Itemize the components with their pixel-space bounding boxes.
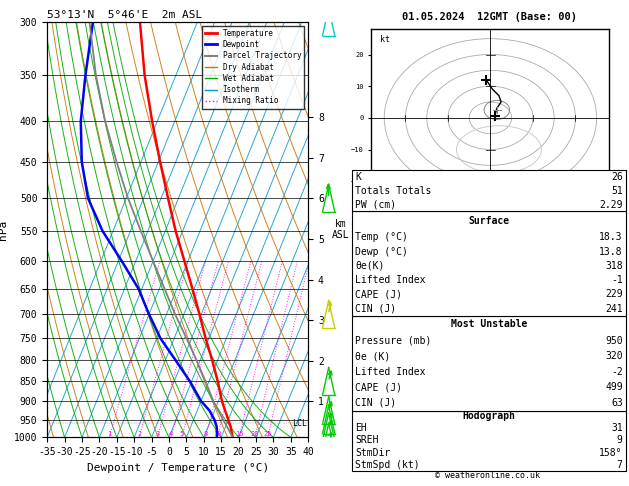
- Text: 7: 7: [617, 460, 623, 470]
- Text: SREH: SREH: [355, 435, 379, 445]
- Text: © weatheronline.co.uk: © weatheronline.co.uk: [435, 471, 540, 480]
- Text: 3: 3: [155, 432, 160, 437]
- Y-axis label: hPa: hPa: [0, 220, 8, 240]
- Text: 499: 499: [605, 382, 623, 392]
- Text: θe(K): θe(K): [355, 261, 385, 271]
- Text: 241: 241: [605, 304, 623, 314]
- Text: 2: 2: [137, 432, 142, 437]
- Text: K: K: [355, 172, 361, 182]
- Text: 5: 5: [180, 432, 184, 437]
- Text: -1: -1: [611, 275, 623, 285]
- Text: 20: 20: [251, 432, 259, 437]
- Text: 63: 63: [611, 398, 623, 408]
- Text: 950: 950: [605, 336, 623, 346]
- Y-axis label: km
ASL: km ASL: [331, 219, 349, 241]
- Text: Totals Totals: Totals Totals: [355, 186, 431, 196]
- Text: Temp (°C): Temp (°C): [355, 232, 408, 243]
- Text: 26: 26: [611, 172, 623, 182]
- Text: CIN (J): CIN (J): [355, 398, 396, 408]
- Text: 1: 1: [108, 432, 111, 437]
- Text: 53°13'N  5°46'E  2m ASL: 53°13'N 5°46'E 2m ASL: [47, 10, 203, 20]
- Text: 51: 51: [611, 186, 623, 196]
- Text: 8: 8: [203, 432, 208, 437]
- Text: CIN (J): CIN (J): [355, 304, 396, 314]
- Text: 320: 320: [605, 351, 623, 361]
- Text: -2: -2: [611, 367, 623, 377]
- Text: 2.29: 2.29: [599, 200, 623, 209]
- Text: 229: 229: [605, 290, 623, 299]
- Text: Pressure (mb): Pressure (mb): [355, 336, 431, 346]
- Text: ®: ®: [496, 170, 503, 180]
- Legend: Temperature, Dewpoint, Parcel Trajectory, Dry Adiabat, Wet Adiabat, Isotherm, Mi: Temperature, Dewpoint, Parcel Trajectory…: [202, 26, 304, 108]
- Text: Surface: Surface: [469, 216, 509, 226]
- Text: Hodograph: Hodograph: [462, 411, 516, 421]
- Text: 318: 318: [605, 261, 623, 271]
- Text: EH: EH: [355, 423, 367, 433]
- Text: LCL: LCL: [292, 419, 307, 428]
- Text: CAPE (J): CAPE (J): [355, 290, 403, 299]
- Text: 4: 4: [169, 432, 173, 437]
- Text: kt: kt: [380, 35, 390, 45]
- Text: Dewp (°C): Dewp (°C): [355, 246, 408, 257]
- Text: 13.8: 13.8: [599, 246, 623, 257]
- Text: 15: 15: [235, 432, 243, 437]
- Text: StmSpd (kt): StmSpd (kt): [355, 460, 420, 470]
- Text: Most Unstable: Most Unstable: [451, 319, 527, 330]
- Text: 01.05.2024  12GMT (Base: 00): 01.05.2024 12GMT (Base: 00): [401, 12, 577, 22]
- Text: StmDir: StmDir: [355, 448, 391, 458]
- Text: PW (cm): PW (cm): [355, 200, 396, 209]
- Text: 31: 31: [611, 423, 623, 433]
- Text: Lifted Index: Lifted Index: [355, 275, 426, 285]
- Text: 10: 10: [213, 432, 221, 437]
- Text: 18.3: 18.3: [599, 232, 623, 243]
- Text: 158°: 158°: [599, 448, 623, 458]
- Text: 25: 25: [264, 432, 272, 437]
- X-axis label: Dewpoint / Temperature (°C): Dewpoint / Temperature (°C): [87, 463, 269, 473]
- Text: CAPE (J): CAPE (J): [355, 382, 403, 392]
- Text: 9: 9: [617, 435, 623, 445]
- Text: Lifted Index: Lifted Index: [355, 367, 426, 377]
- Text: θe (K): θe (K): [355, 351, 391, 361]
